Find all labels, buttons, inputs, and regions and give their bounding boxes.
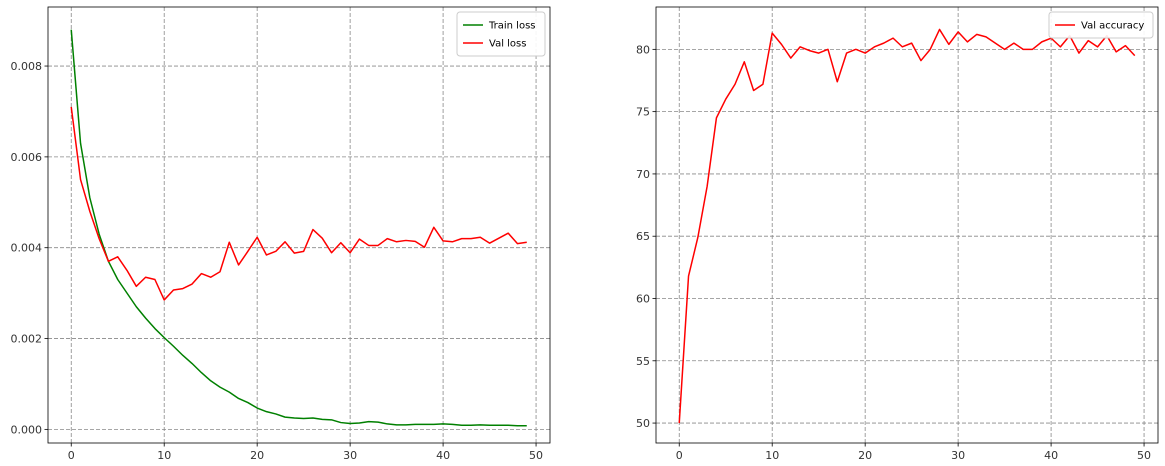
loss-y-tick-label: 0.002 bbox=[11, 333, 43, 346]
loss-legend: Train loss Val loss bbox=[456, 11, 546, 57]
acc-y-tick-label: 55 bbox=[636, 355, 650, 368]
acc-y-tick-label: 80 bbox=[636, 43, 650, 56]
acc-y-tick-label: 70 bbox=[636, 168, 650, 181]
acc-legend: Val accuracy bbox=[1048, 11, 1154, 39]
acc-y-tick-label: 60 bbox=[636, 292, 650, 305]
loss-legend-box bbox=[456, 11, 546, 57]
acc-x-tick-label: 10 bbox=[765, 449, 779, 462]
acc-x-tick-label: 0 bbox=[676, 449, 683, 462]
loss-plot-area bbox=[48, 7, 550, 443]
loss-chart: 0 10 20 30 40 50 0.000 0.002 0.004 0.006 0.008 Trai… bbox=[11, 6, 551, 462]
acc-x-tick-label: 40 bbox=[1044, 449, 1058, 462]
acc-x-tick-label: 20 bbox=[858, 449, 872, 462]
acc-legend-box bbox=[1048, 11, 1154, 39]
acc-y-tick-label: 65 bbox=[636, 230, 650, 243]
loss-legend-label-1: Val loss bbox=[489, 39, 526, 50]
loss-x-tick-label: 50 bbox=[529, 449, 543, 462]
acc-legend-label-0: Val accuracy bbox=[1081, 21, 1144, 32]
acc-y-tick-label: 75 bbox=[636, 106, 650, 119]
acc-y-tick-label: 50 bbox=[636, 417, 650, 430]
loss-x-tick-label: 20 bbox=[250, 449, 264, 462]
loss-x-tick-label: 10 bbox=[157, 449, 171, 462]
acc-series-0-line bbox=[678, 28, 1136, 424]
loss-y-tick-label: 0.004 bbox=[11, 242, 43, 255]
loss-series-1-line bbox=[70, 106, 527, 301]
acc-plot-area bbox=[656, 7, 1158, 443]
loss-x-tick-label: 40 bbox=[436, 449, 450, 462]
loss-y-tick-label: 0.000 bbox=[11, 423, 43, 436]
acc-x-tick-label: 30 bbox=[951, 449, 965, 462]
loss-y-tick-label: 0.008 bbox=[11, 60, 43, 73]
loss-legend-label-0: Train loss bbox=[488, 21, 536, 32]
acc-chart: 0 10 20 30 40 50 50 55 60 65 70 75 80 Val accuracy bbox=[636, 6, 1159, 462]
loss-x-tick-label: 0 bbox=[68, 449, 75, 462]
loss-y-tick-label: 0.006 bbox=[11, 151, 43, 164]
loss-x-tick-label: 30 bbox=[343, 449, 357, 462]
acc-axes-frame bbox=[655, 6, 1159, 444]
loss-series-0-line bbox=[70, 29, 527, 427]
loss-axes-frame bbox=[47, 6, 551, 444]
acc-x-tick-label: 50 bbox=[1137, 449, 1151, 462]
